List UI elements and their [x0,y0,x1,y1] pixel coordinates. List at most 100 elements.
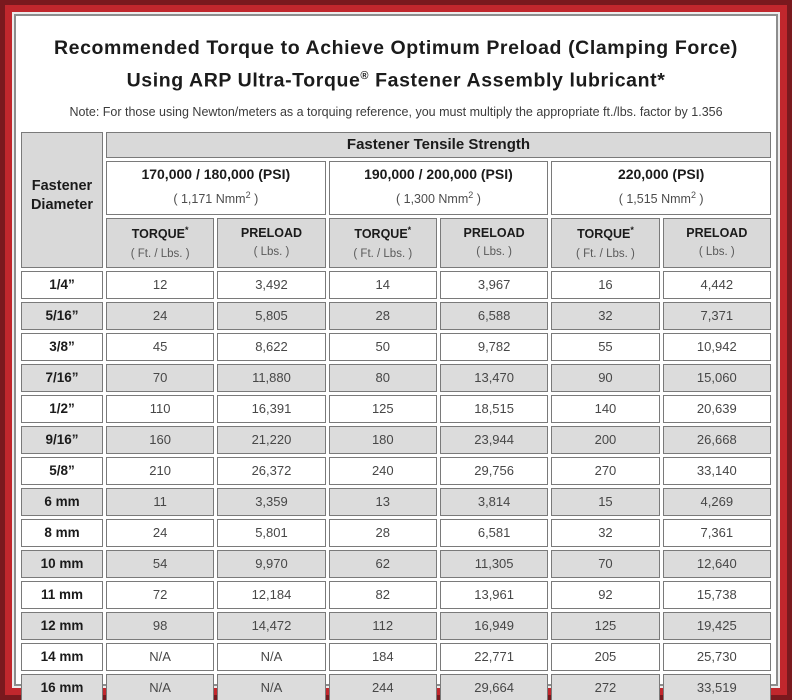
value-cell: 4,442 [662,270,771,299]
value-cell: 16,391 [217,394,326,423]
value-cell: 12,640 [662,549,771,578]
table-row: 7/16” 70 11,880 80 13,470 90 15,060 [21,363,771,392]
value-cell: 25,730 [662,642,771,671]
value-cell: 3,359 [217,487,326,516]
table-head-section: Fastener Diameter Fastener Tensile Streng… [21,131,771,268]
value-cell: 55 [551,332,660,361]
table-row: 6 mm 11 3,359 13 3,814 15 4,269 [21,487,771,516]
value-cell: 184 [328,642,437,671]
value-cell: 9,782 [439,332,549,361]
value-cell: 112 [328,611,437,640]
value-cell: 12 [105,270,215,299]
torque-table: Fastener Diameter Fastener Tensile Streng… [18,129,774,700]
value-cell: 82 [328,580,437,609]
table-row: 9/16” 160 21,220 180 23,944 200 26,668 [21,425,771,454]
value-cell: 6,588 [439,301,549,330]
value-cell: 200 [551,425,660,454]
value-cell: 5,805 [217,301,326,330]
value-cell: 180 [328,425,437,454]
value-cell: 14,472 [217,611,326,640]
value-cell: 22,771 [439,642,549,671]
value-cell: 5,801 [217,518,326,547]
value-cell: 15 [551,487,660,516]
value-cell: 4,269 [662,487,771,516]
table-row: 5/8” 210 26,372 240 29,756 270 33,140 [21,456,771,485]
content-panel: Recommended Torque to Achieve Optimum Pr… [14,14,778,700]
value-cell: 32 [551,301,660,330]
value-cell: 80 [328,363,437,392]
value-cell: 270 [551,456,660,485]
value-cell: 54 [105,549,215,578]
table-row: 11 mm 72 12,184 82 13,961 92 15,738 [21,580,771,609]
value-cell: 20,639 [662,394,771,423]
value-cell: 13,470 [439,363,549,392]
value-cell: 70 [105,363,215,392]
diameter-cell: 5/16” [21,301,103,330]
value-cell: 7,371 [662,301,771,330]
preload-column-header: PRELOAD ( Lbs. ) [439,217,549,268]
registered-mark: ® [360,70,370,82]
diameter-cell: 8 mm [21,518,103,547]
units-header-row: TORQUE* ( Ft. / Lbs. ) PRELOAD ( Lbs. ) … [21,217,771,268]
value-cell: 12,184 [217,580,326,609]
fastener-diameter-header: Fastener Diameter [21,131,103,268]
value-cell: 14 [328,270,437,299]
table-row: 5/16” 24 5,805 28 6,588 32 7,371 [21,301,771,330]
page-title: Recommended Torque to Achieve Optimum Pr… [18,34,774,95]
psi-group-1: 170,000 / 180,000 (PSI) ( 1,171 Nmm2 ) [105,160,326,215]
diameter-cell: 1/2” [21,394,103,423]
value-cell: 8,622 [217,332,326,361]
value-cell: 11,880 [217,363,326,392]
table-row: 14 mm N/A N/A 184 22,771 205 25,730 [21,642,771,671]
value-cell: 21,220 [217,425,326,454]
preload-column-header: PRELOAD ( Lbs. ) [217,217,326,268]
value-cell: 13 [328,487,437,516]
value-cell: 125 [328,394,437,423]
value-cell: 15,060 [662,363,771,392]
value-cell: 28 [328,518,437,547]
preload-column-header: PRELOAD ( Lbs. ) [662,217,771,268]
value-cell: 50 [328,332,437,361]
table-row: 1/4” 12 3,492 14 3,967 16 4,442 [21,270,771,299]
value-cell: 210 [105,456,215,485]
value-cell: 240 [328,456,437,485]
value-cell: 92 [551,580,660,609]
diameter-cell: 10 mm [21,549,103,578]
psi-header-row: 170,000 / 180,000 (PSI) ( 1,171 Nmm2 ) 1… [21,160,771,215]
value-cell: 24 [105,518,215,547]
table-row: 16 mm N/A N/A 244 29,664 272 33,519 [21,673,771,700]
table-row: 8 mm 24 5,801 28 6,581 32 7,361 [21,518,771,547]
value-cell: 19,425 [662,611,771,640]
diameter-cell: 3/8” [21,332,103,361]
value-cell: 3,967 [439,270,549,299]
tensile-strength-header: Fastener Tensile Strength [105,131,771,158]
value-cell: 33,519 [662,673,771,700]
value-cell: 13,961 [439,580,549,609]
value-cell: 272 [551,673,660,700]
value-cell: 9,970 [217,549,326,578]
value-cell: 3,814 [439,487,549,516]
value-cell: 10,942 [662,332,771,361]
value-cell: 33,140 [662,456,771,485]
title-line-1: Recommended Torque to Achieve Optimum Pr… [53,37,739,59]
psi-group-2: 190,000 / 200,000 (PSI) ( 1,300 Nmm2 ) [328,160,549,215]
value-cell: 16 [551,270,660,299]
value-cell: 15,738 [662,580,771,609]
value-cell: 90 [551,363,660,392]
value-cell: N/A [217,673,326,700]
value-cell: 16,949 [439,611,549,640]
value-cell: 62 [328,549,437,578]
table-row: 10 mm 54 9,970 62 11,305 70 12,640 [21,549,771,578]
value-cell: 72 [105,580,215,609]
note-text: Note: For those using Newton/meters as a… [69,104,723,119]
value-cell: N/A [105,642,215,671]
diameter-cell: 9/16” [21,425,103,454]
value-cell: 24 [105,301,215,330]
value-cell: 11,305 [439,549,549,578]
value-cell: 140 [551,394,660,423]
diameter-cell: 12 mm [21,611,103,640]
torque-column-header: TORQUE* ( Ft. / Lbs. ) [328,217,437,268]
diameter-cell: 7/16” [21,363,103,392]
value-cell: 23,944 [439,425,549,454]
